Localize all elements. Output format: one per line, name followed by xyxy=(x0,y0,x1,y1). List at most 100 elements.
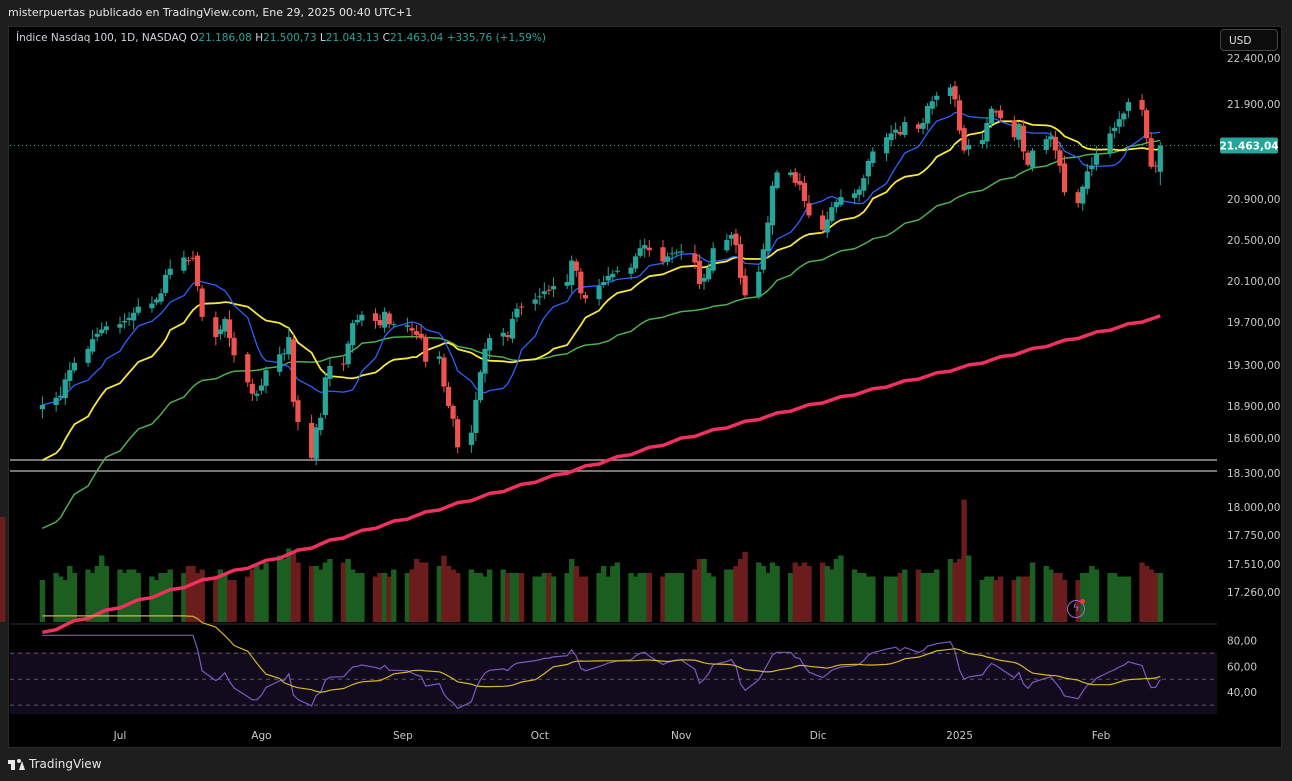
candle-body xyxy=(865,161,871,177)
symbol-legend[interactable]: Índice Nasdaq 100, 1D, NASDAQ O21.186,08… xyxy=(16,32,546,44)
volume-bar xyxy=(733,566,739,622)
candle-body xyxy=(468,432,474,445)
volume-bar xyxy=(1061,580,1068,622)
candle-body xyxy=(564,282,570,286)
volume-bar xyxy=(158,573,164,622)
volume-bar xyxy=(181,573,187,622)
ma-20-line xyxy=(41,119,1161,462)
volume-bar xyxy=(614,562,621,622)
lightning-icon[interactable]: ϟ xyxy=(1067,600,1085,618)
volume-bar xyxy=(997,576,1004,622)
candle-body xyxy=(998,110,1004,119)
candle-body xyxy=(121,320,128,323)
chart-frame[interactable] xyxy=(8,26,1282,748)
volume-bar xyxy=(423,562,429,622)
price-axis-tick-label: 18.900,00 xyxy=(1227,401,1280,413)
candle-body xyxy=(979,140,985,145)
legend-low-value: 21.043,13 xyxy=(325,32,380,44)
candle-body xyxy=(993,111,999,113)
volume-bar xyxy=(62,580,68,622)
volume-bar xyxy=(222,573,228,622)
time-axis-tick-label: Nov xyxy=(671,730,692,742)
candle-body xyxy=(902,122,908,135)
legend-close-value: 21.463,04 xyxy=(389,32,444,44)
volume-bar xyxy=(89,573,96,622)
candle-body xyxy=(482,348,488,374)
candle-body xyxy=(765,222,771,252)
volume-bar xyxy=(354,573,360,622)
candle-body xyxy=(258,385,265,391)
candle-body xyxy=(190,257,196,259)
volume-bar xyxy=(276,555,283,622)
volume-bar xyxy=(509,573,516,622)
candle-body xyxy=(550,286,557,290)
candle-body xyxy=(213,317,219,338)
volume-bar xyxy=(254,566,260,622)
volume-bar xyxy=(838,555,844,622)
time-axis-tick-label: 2025 xyxy=(946,730,973,742)
volume-bar xyxy=(801,562,808,622)
top-bar: misterpuertas publicado en TradingView.c… xyxy=(0,0,1292,26)
volume-bar xyxy=(1025,576,1031,622)
candle-body xyxy=(340,363,347,365)
volume-bar xyxy=(505,573,511,622)
legend-high-value: 21.500,73 xyxy=(263,32,317,44)
volume-bar xyxy=(915,569,922,622)
volume-bar xyxy=(797,566,803,622)
volume-bar xyxy=(190,566,196,622)
candle-body xyxy=(1107,133,1113,154)
volume-bar xyxy=(569,559,575,622)
last-price-label: 21.463,04 xyxy=(1219,141,1278,153)
currency-button[interactable]: USD xyxy=(1220,29,1278,51)
candle-body xyxy=(856,189,862,195)
candle-body xyxy=(377,320,383,326)
candle-body xyxy=(455,419,461,448)
volume-bar xyxy=(231,580,237,622)
volume-bar xyxy=(1107,573,1113,622)
candle-body xyxy=(473,399,479,433)
candle-body xyxy=(199,288,205,317)
candle-body xyxy=(514,308,520,318)
candle-body xyxy=(167,268,173,275)
candle-body xyxy=(569,260,575,285)
volume-bar xyxy=(391,569,397,622)
candle-body xyxy=(1029,150,1036,168)
candle-body xyxy=(103,326,109,331)
volume-bar xyxy=(1080,573,1086,622)
candle-body xyxy=(67,370,73,381)
volume-bar xyxy=(979,580,986,622)
volume-bar xyxy=(724,569,730,622)
candle-body xyxy=(774,172,780,189)
publisher-text: misterpuertas publicado en TradingView.c… xyxy=(8,6,413,19)
candle-body xyxy=(605,275,611,281)
price-axis-tick-label: 18.000,00 xyxy=(1227,502,1280,514)
volume-bar xyxy=(792,562,798,622)
rsi-ma-line xyxy=(42,615,1161,693)
candle-body xyxy=(486,338,493,351)
volume-bar xyxy=(701,559,707,622)
volume-bar xyxy=(126,569,132,622)
volume-bar xyxy=(381,573,388,622)
volume-bar xyxy=(359,573,365,622)
price-axis-tick-label: 19.700,00 xyxy=(1227,317,1280,329)
candle-body xyxy=(126,317,132,321)
volume-bar xyxy=(94,566,100,622)
candle-body xyxy=(295,400,301,422)
candle-body xyxy=(628,267,634,274)
volume-bar xyxy=(39,580,46,622)
volume-bar xyxy=(934,569,940,622)
volume-bar xyxy=(199,569,205,622)
candle-body xyxy=(893,129,899,133)
legend-symbol: Índice Nasdaq 100, 1D, NASDAQ xyxy=(16,32,187,44)
volume-bar xyxy=(340,562,347,622)
volume-bar xyxy=(1052,573,1059,622)
candle-body xyxy=(660,247,666,262)
candle-body xyxy=(701,277,707,282)
candle-body xyxy=(1061,163,1068,193)
volume-bar xyxy=(372,576,379,622)
volume-bar xyxy=(468,569,475,622)
candle-body xyxy=(249,383,255,394)
candle-body xyxy=(801,182,808,202)
candle-body xyxy=(706,267,712,280)
